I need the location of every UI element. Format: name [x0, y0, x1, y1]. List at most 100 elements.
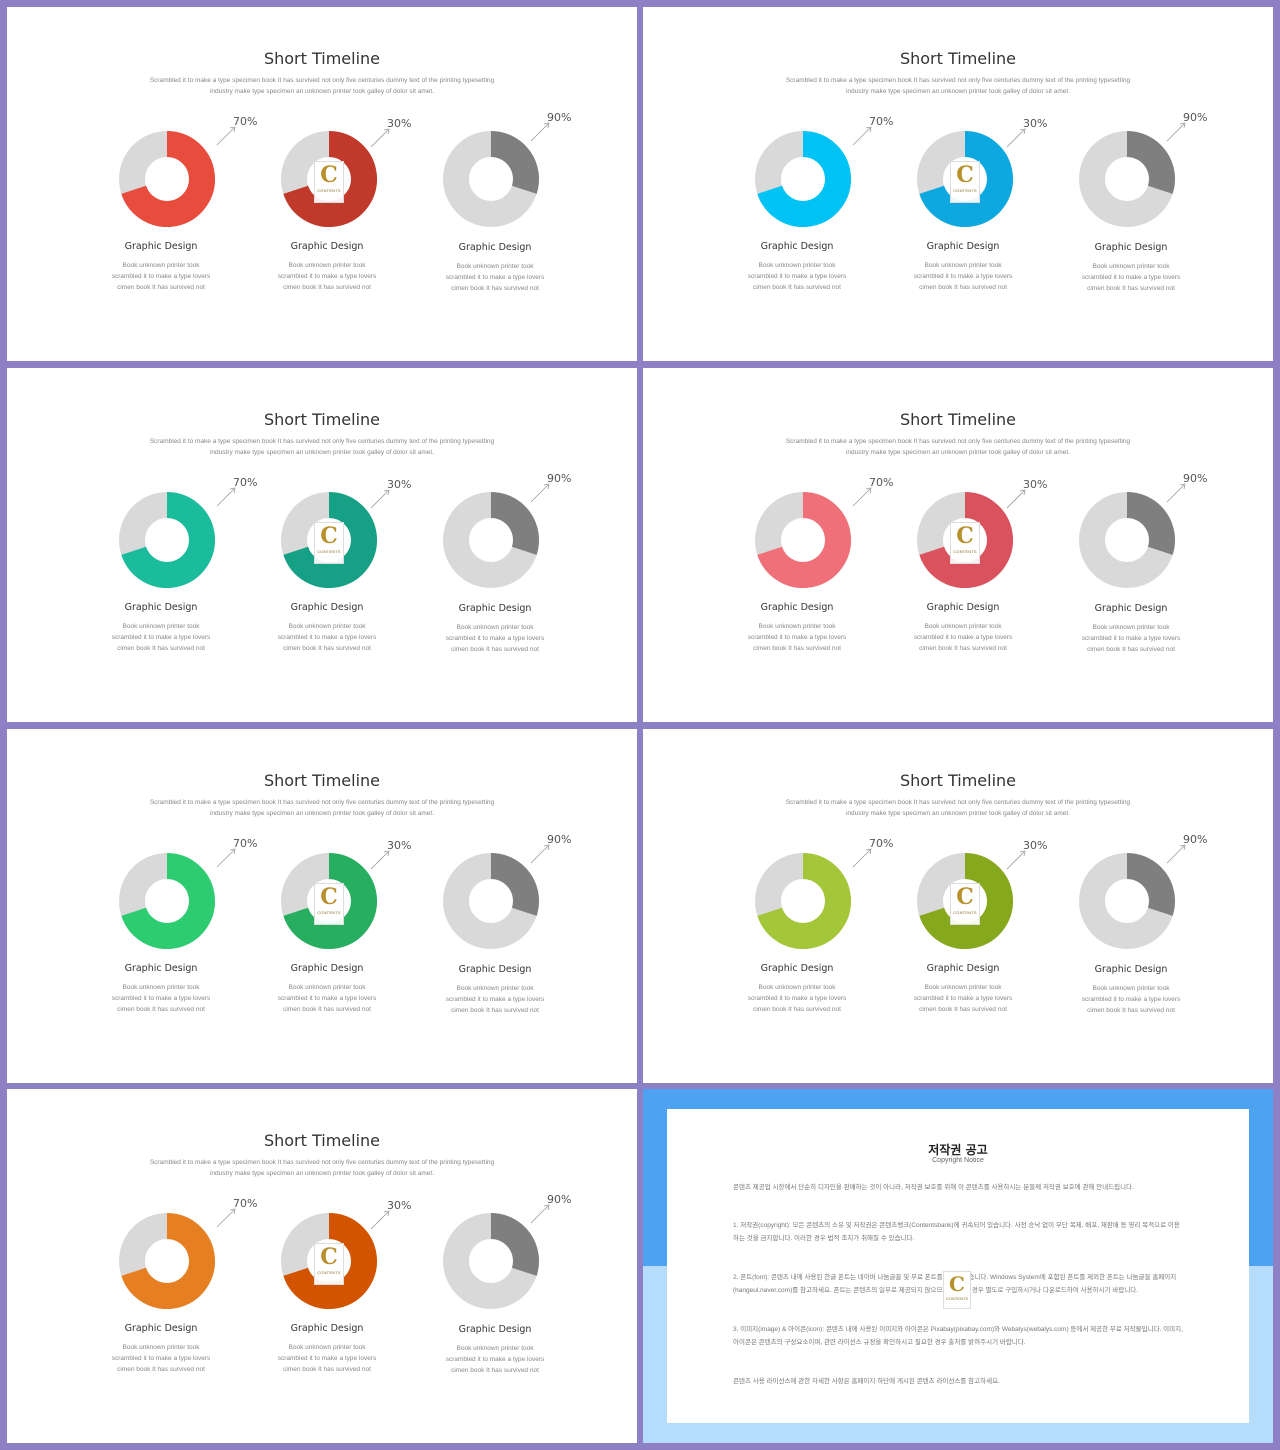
chart-label: Graphic Design [760, 963, 834, 974]
description-line: Book unknown printer took [924, 623, 1002, 630]
timeline-slide: Short Timeline Scrambled it to make a typ… [643, 368, 1273, 722]
donut-segment [490, 492, 539, 555]
logo-text: CONTENTS [953, 188, 977, 193]
subtitle-line: industry make type specimen an unknown p… [845, 88, 1070, 95]
subtitle-line: Scrambled it to make a type specimen boo… [785, 77, 1131, 84]
pointer-arrow-icon [216, 126, 236, 146]
description-line: scrambled it to make a type lovers [913, 634, 1013, 641]
pointer-arrow-icon [370, 128, 390, 148]
description-line: scrambled it to make a type lovers [747, 634, 847, 641]
logo-text: CONTENTS [317, 1270, 341, 1275]
chart-label: Graphic Design [926, 602, 1000, 613]
donut-chart [281, 492, 377, 588]
chart-description: Book unknown printer took scrambled it to… [1061, 983, 1201, 1016]
slide-subtitle: Scrambled it to make a type specimen boo… [127, 75, 517, 97]
description-line: scrambled it to make a type lovers [111, 995, 211, 1002]
chart-description: Book unknown printer took scrambled it to… [257, 982, 397, 1015]
chart-label: Graphic Design [124, 1323, 198, 1334]
chart-label: Graphic Design [458, 603, 532, 614]
description-line: cimen book It has survived not [919, 1006, 1007, 1013]
pointer-arrow-icon [1006, 128, 1026, 148]
copyright-slide: 저작권 공고 Copyright Notice 콘텐츠 제공업 시장에서 단순히… [643, 1089, 1273, 1443]
chart-label: Graphic Design [1094, 964, 1168, 975]
description-line: cimen book It has survived not [753, 645, 841, 652]
donut-chart [119, 853, 215, 949]
chart-label: Graphic Design [290, 1323, 364, 1334]
logo-text: CONTENTS [953, 910, 977, 915]
pointer-arrow-icon [852, 487, 872, 507]
slide-title: Short Timeline [263, 49, 381, 68]
donut-chart [443, 853, 539, 949]
description-line: Book unknown printer took [288, 262, 366, 269]
donut-segment [919, 492, 1013, 588]
description-line: Book unknown printer took [288, 623, 366, 630]
percent-label: 30% [1023, 478, 1048, 491]
donut-segment [490, 853, 539, 916]
donut-chart [281, 131, 377, 227]
contents-logo: C CONTENTS [314, 1243, 344, 1285]
description-line: cimen book It has survived not [283, 645, 371, 652]
pointer-arrow-icon [216, 487, 236, 507]
subtitle-line: Scrambled it to make a type specimen boo… [785, 438, 1131, 445]
donut-segment [121, 131, 215, 227]
chart-label: Graphic Design [290, 241, 364, 252]
copyright-paragraph-copyright: 1. 저작권(copyright): 모든 콘텐츠의 소유 및 저작권은 콘텐츠… [733, 1222, 1180, 1242]
description-line: cimen book It has survived not [1087, 1007, 1175, 1014]
chart-description: Book unknown printer took scrambled it to… [425, 261, 565, 294]
pointer-arrow-icon [1006, 489, 1026, 509]
chart-label: Graphic Design [760, 241, 834, 252]
donut-chart [1079, 853, 1175, 949]
subtitle-line: Scrambled it to make a type specimen boo… [149, 1159, 495, 1166]
donut-segment [919, 131, 1013, 227]
timeline-slide: Short Timeline Scrambled it to make a typ… [7, 729, 637, 1083]
description-line: cimen book It has survived not [1087, 285, 1175, 292]
slide-title: Short Timeline [899, 771, 1017, 790]
chart-label: Graphic Design [926, 963, 1000, 974]
percent-label: 90% [1183, 833, 1208, 846]
subtitle-line: industry make type specimen an unknown p… [209, 810, 434, 817]
donut-chart [443, 492, 539, 588]
copyright-title: 저작권 공고 [928, 1143, 988, 1157]
contents-logo: C CONTENTS [950, 883, 980, 925]
chart-label: Graphic Design [124, 963, 198, 974]
description-line: Book unknown printer took [1092, 624, 1170, 631]
donut-chart [755, 131, 851, 227]
pointer-arrow-icon [530, 844, 550, 864]
donut-segment [121, 853, 215, 949]
description-line: Book unknown printer took [1092, 263, 1170, 270]
donut-chart [917, 131, 1013, 227]
chart-label: Graphic Design [1094, 242, 1168, 253]
chart-description: Book unknown printer took scrambled it to… [727, 260, 867, 293]
chart-label: Graphic Design [458, 964, 532, 975]
description-line: scrambled it to make a type lovers [445, 996, 545, 1003]
donut-segment [757, 853, 851, 949]
description-line: cimen book It has survived not [283, 1006, 371, 1013]
logo-letter: C [956, 523, 974, 549]
description-line: cimen book It has survived not [451, 285, 539, 292]
percent-label: 70% [233, 115, 258, 128]
description-line: scrambled it to make a type lovers [747, 995, 847, 1002]
pointer-arrow-icon [1166, 844, 1186, 864]
pointer-arrow-icon [852, 126, 872, 146]
percent-label: 30% [1023, 839, 1048, 852]
contents-logo: C CONTENTS [943, 1271, 971, 1309]
description-line: cimen book It has survived not [283, 1366, 371, 1373]
percent-label: 70% [869, 115, 894, 128]
description-line: cimen book It has survived not [283, 284, 371, 291]
description-line: scrambled it to make a type lovers [445, 1356, 545, 1363]
description-line: Book unknown printer took [456, 985, 534, 992]
percent-label: 30% [387, 478, 412, 491]
chart-label: Graphic Design [124, 602, 198, 613]
description-line: scrambled it to make a type lovers [913, 273, 1013, 280]
chart-label: Graphic Design [290, 963, 364, 974]
description-line: scrambled it to make a type lovers [277, 273, 377, 280]
description-line: Book unknown printer took [122, 984, 200, 991]
donut-segment [283, 492, 377, 588]
description-line: scrambled it to make a type lovers [747, 273, 847, 280]
description-line: Book unknown printer took [924, 262, 1002, 269]
donut-segment [1126, 131, 1175, 194]
description-line: cimen book It has survived not [117, 1366, 205, 1373]
description-line: Book unknown printer took [758, 984, 836, 991]
description-line: cimen book It has survived not [117, 284, 205, 291]
chart-description: Book unknown printer took scrambled it to… [1061, 261, 1201, 294]
